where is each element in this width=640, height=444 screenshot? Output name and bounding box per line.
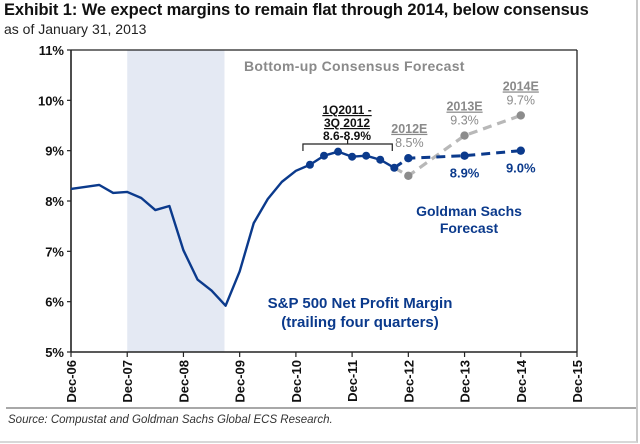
y-tick-label: 11% [39, 43, 65, 58]
consensus-value-label: 9.7% [507, 93, 536, 107]
actual-margin-point [320, 151, 328, 160]
source-note: Source: Compustat and Goldman Sachs Glob… [8, 414, 333, 426]
y-tick-label: 7% [45, 244, 64, 259]
y-tick-label: 9% [45, 144, 64, 159]
gs-forecast-point [516, 146, 525, 155]
x-tick-label: Dec-11 [345, 360, 360, 402]
bracket-range-label: 8.6-8.9% [323, 129, 371, 143]
actual-margin-point [305, 160, 314, 169]
gs-forecast-value-label: 9.0% [506, 161, 536, 176]
bracket-label-line1: 1Q2011 - [322, 103, 371, 117]
x-tick-label: Dec-15 [570, 360, 585, 403]
footer-divider [6, 407, 636, 409]
actual-margin-line [70, 150, 395, 307]
consensus-year-label: 2014E [503, 79, 539, 93]
x-tick-label: Dec-06 [64, 360, 79, 403]
x-tick-label: Dec-09 [233, 360, 248, 403]
bracket-marker [302, 139, 393, 151]
x-tick-label: Dec-13 [458, 360, 473, 403]
x-tick-label: Dec-08 [176, 360, 191, 403]
consensus-value-label: 9.3% [450, 114, 479, 128]
gs-forecast-title-line2: Forecast [440, 220, 499, 236]
y-tick-label: 5% [45, 345, 64, 360]
gs-forecast-value-label: 8.9% [450, 166, 480, 181]
chart-title-line1: S&P 500 Net Profit Margin [268, 295, 453, 312]
actual-margin-point [348, 152, 357, 161]
consensus-forecast-title: Bottom-up Consensus Forecast [244, 58, 465, 74]
actual-margin-point [362, 151, 371, 160]
consensus-value-label: 8.5% [395, 136, 424, 150]
gs-forecast-point [460, 151, 469, 160]
consensus-point [404, 171, 413, 181]
consensus-point [516, 111, 525, 120]
recession-shade [127, 50, 225, 352]
actual-margin-point [376, 155, 385, 164]
consensus-year-label: 2012E [391, 122, 427, 136]
gs-forecast-line [393, 149, 521, 170]
chart-title-line2: (trailing four quarters) [281, 314, 439, 331]
consensus-point [460, 131, 469, 140]
x-tick-label: Dec-14 [514, 359, 529, 402]
x-tick-label: Dec-07 [120, 360, 135, 403]
actual-margin-point [334, 147, 343, 156]
actual-margin-point [390, 163, 399, 172]
exhibit-subtitle: as of January 31, 2013 [4, 21, 147, 37]
y-tick-label: 8% [45, 194, 64, 209]
gs-forecast-title-line1: Goldman Sachs [416, 203, 522, 219]
gs-forecast-point [404, 154, 413, 163]
y-tick-label: 6% [45, 295, 64, 310]
exhibit-title: Exhibit 1: We expect margins to remain f… [4, 1, 589, 19]
x-tick-label: Dec-10 [289, 360, 304, 403]
x-tick-label: Dec-12 [401, 360, 416, 403]
consensus-year-label: 2013E [446, 100, 482, 114]
bracket-label-line2: 3Q 2012 [324, 116, 370, 130]
y-tick-label: 10% [38, 93, 64, 108]
